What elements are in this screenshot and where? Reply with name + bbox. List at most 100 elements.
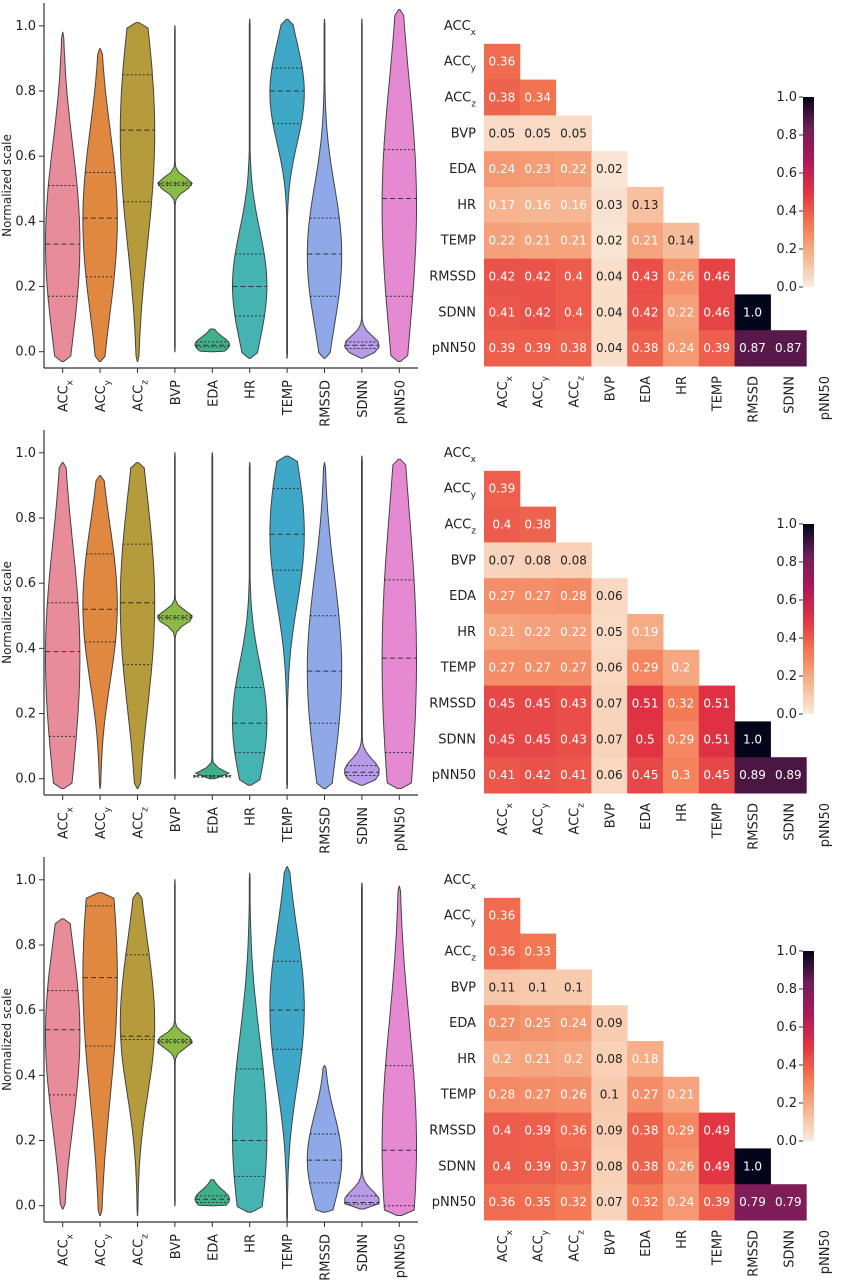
heatmap-cell xyxy=(484,685,521,722)
heatmap-cell xyxy=(591,258,628,295)
heatmap-cell xyxy=(663,1112,700,1149)
heatmap-cell xyxy=(519,258,557,295)
heatmap-cell-value: 0.38 xyxy=(632,341,659,355)
heatmap-col-label-RMSSD-base: RMSSD xyxy=(747,803,762,850)
violin-EDA xyxy=(194,328,230,353)
x-tick-label-BVP: BVP xyxy=(169,380,184,405)
heatmap-cell xyxy=(663,649,700,687)
heatmap-col-label-pNN50-base: pNN50 xyxy=(818,803,833,847)
heatmap-cell-value: 0.18 xyxy=(632,1052,659,1066)
heatmap-col-label-ACCz: ACCz xyxy=(568,803,587,835)
heatmap-cell xyxy=(591,614,628,651)
heatmap-cell-value: 0.4 xyxy=(492,518,511,532)
heatmap-col-label-EDA: EDA xyxy=(639,803,654,830)
heatmap-row-label-EDA-base: EDA xyxy=(449,1016,476,1031)
heatmap-col-label-HR-base: HR xyxy=(675,1230,690,1249)
heatmap-cell-value: 0.36 xyxy=(489,945,516,959)
heatmap-cell xyxy=(591,1148,628,1185)
heatmap-cell-value: 0.49 xyxy=(703,1124,730,1138)
heatmap-col-label-ACCx: ACCx xyxy=(496,375,515,408)
violin-SDNN xyxy=(344,882,380,1210)
heatmap-cell-value: 0.08 xyxy=(596,1159,623,1173)
colorbar-gradient xyxy=(803,951,814,1141)
x-tick-label-ACCz-base: ACC xyxy=(132,385,147,412)
heatmap-cell xyxy=(519,79,557,116)
colorbar-tick-label: 0.6 xyxy=(776,593,797,608)
colorbar-tick-label: 1.0 xyxy=(776,517,797,532)
heatmap-cell-value: 0.45 xyxy=(703,768,730,782)
heatmap-cell xyxy=(734,294,771,331)
x-tick-label-SDNN-base: SDNN xyxy=(356,807,371,845)
colorbar-tick-label: 0.6 xyxy=(776,166,797,181)
x-tick-label-ACCy-sub: y xyxy=(103,379,113,385)
heatmap-cell-value: 0.21 xyxy=(524,234,551,248)
colorbar-gradient xyxy=(803,97,814,287)
heatmap-col-label-ACCx-base: ACC xyxy=(496,381,511,408)
heatmap-cell-value: 0.23 xyxy=(524,162,551,176)
heatmap-cell-value: 0.39 xyxy=(489,341,516,355)
heatmap-row-label-HR: HR xyxy=(457,198,476,213)
heatmap-cell-value: 0.45 xyxy=(489,732,516,746)
heatmap-cell xyxy=(698,294,736,331)
heatmap-row-label-RMSSD: RMSSD xyxy=(429,697,476,712)
heatmap-cell xyxy=(555,649,592,687)
heatmap-cell xyxy=(770,330,807,367)
heatmap-cell-value: 0.02 xyxy=(596,234,623,248)
x-tick-label-TEMP: TEMP xyxy=(281,380,296,416)
heatmap-cell-value: 0.11 xyxy=(489,980,516,994)
heatmap-cell xyxy=(484,1005,521,1042)
heatmap-cell-value: 0.41 xyxy=(489,768,516,782)
heatmap-cell-value: 0.36 xyxy=(489,1195,516,1209)
heatmap-col-label-ACCy: ACCy xyxy=(532,802,551,835)
heatmap-cell-value: 0.28 xyxy=(489,1088,516,1102)
heatmap-cell-value: 0.39 xyxy=(524,1124,551,1138)
heatmap-cell-value: 0.19 xyxy=(632,625,659,639)
heatmap-cell-value: 0.45 xyxy=(632,768,659,782)
heatmap-cell xyxy=(484,721,521,758)
y-tick-label: 1.0 xyxy=(15,446,36,461)
heatmap-row-label-ACCy-sub: y xyxy=(471,491,477,501)
heatmap-row-label-ACCz-sub: z xyxy=(471,100,476,110)
heatmap-col-label-EDA-base: EDA xyxy=(639,376,654,403)
heatmap-cell-value: 0.06 xyxy=(596,661,623,675)
heatmap-row-label-ACCx-base: ACC xyxy=(444,873,471,888)
heatmap-row-label-HR-base: HR xyxy=(457,198,476,213)
heatmap-cell-value: 0.22 xyxy=(560,162,587,176)
heatmap-row-label-RMSSD: RMSSD xyxy=(429,1124,476,1139)
x-tick-label-HR: HR xyxy=(244,380,259,399)
x-tick-label-SDNN: SDNN xyxy=(356,1234,371,1272)
heatmap-cell-value: 0.4 xyxy=(492,1124,511,1138)
heatmap-row-label-ACCz: ACCz xyxy=(444,518,476,537)
heatmap-cell xyxy=(484,757,521,794)
x-tick-label-pNN50: pNN50 xyxy=(393,807,408,851)
heatmap-cell xyxy=(484,294,521,331)
colorbar-tick-label: 0.8 xyxy=(776,128,797,143)
y-tick-label: 0.2 xyxy=(15,707,36,722)
heatmap-cell xyxy=(484,1076,521,1114)
heatmap-cell xyxy=(484,933,521,970)
heatmap-cell-value: 0.3 xyxy=(671,768,690,782)
heatmap-row-label-RMSSD-base: RMSSD xyxy=(429,270,476,285)
heatmap-col-label-SDNN: SDNN xyxy=(782,376,797,414)
heatmap-row-label-ACCy-sub: y xyxy=(471,918,477,928)
violin-TEMP xyxy=(269,866,305,1223)
heatmap-col-label-ACCz: ACCz xyxy=(568,1230,587,1262)
violin-ACCz xyxy=(119,892,156,1216)
heatmap-cell-value: 0.42 xyxy=(524,768,551,782)
heatmap-row-label-ACCy-base: ACC xyxy=(444,55,471,70)
heatmap-cell-value: 0.05 xyxy=(524,126,551,140)
heatmap-cell-value: 0.39 xyxy=(524,341,551,355)
heatmap-cell xyxy=(663,721,700,758)
x-tick-label-HR-base: HR xyxy=(244,1234,259,1253)
heatmap-cell xyxy=(663,685,700,722)
heatmap-cell xyxy=(663,258,700,295)
heatmap-cell xyxy=(627,1148,664,1185)
heatmap-cell-value: 0.22 xyxy=(524,625,551,639)
heatmap-row-label-TEMP: TEMP xyxy=(440,234,476,249)
heatmap-cell xyxy=(734,1184,771,1221)
heatmap-row-label-ACCx-base: ACC xyxy=(444,19,471,34)
heatmap-cell xyxy=(698,721,736,758)
heatmap-cell-value: 0.43 xyxy=(632,270,659,284)
colorbar-tick-label: 1.0 xyxy=(776,90,797,105)
heatmap-col-label-ACCz-base: ACC xyxy=(568,808,583,835)
